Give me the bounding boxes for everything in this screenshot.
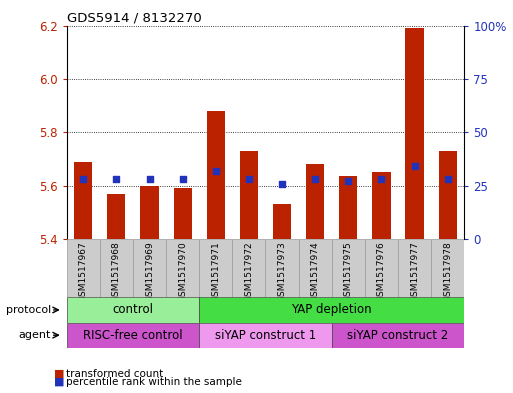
Text: RISC-free control: RISC-free control bbox=[83, 329, 183, 342]
Point bbox=[245, 176, 253, 182]
Bar bbox=[332, 323, 464, 348]
Text: GSM1517973: GSM1517973 bbox=[278, 241, 287, 302]
Bar bbox=[265, 239, 299, 298]
Text: GSM1517967: GSM1517967 bbox=[79, 241, 88, 302]
Bar bbox=[339, 176, 358, 239]
Point bbox=[444, 176, 452, 182]
Point bbox=[344, 178, 352, 185]
Point bbox=[212, 167, 220, 174]
Point bbox=[410, 163, 419, 170]
Text: ■: ■ bbox=[54, 369, 64, 379]
Bar bbox=[166, 239, 199, 298]
Text: GSM1517972: GSM1517972 bbox=[244, 241, 253, 302]
Bar bbox=[365, 239, 398, 298]
Bar bbox=[232, 239, 265, 298]
Text: GSM1517971: GSM1517971 bbox=[211, 241, 220, 302]
Bar bbox=[133, 239, 166, 298]
Bar bbox=[431, 239, 464, 298]
Bar bbox=[173, 188, 192, 239]
Bar bbox=[67, 298, 199, 323]
Bar bbox=[299, 239, 332, 298]
Point bbox=[79, 176, 87, 182]
Text: GSM1517977: GSM1517977 bbox=[410, 241, 419, 302]
Point bbox=[179, 176, 187, 182]
Text: GSM1517970: GSM1517970 bbox=[178, 241, 187, 302]
Bar bbox=[199, 239, 232, 298]
Bar bbox=[199, 323, 332, 348]
Text: GDS5914 / 8132270: GDS5914 / 8132270 bbox=[67, 11, 202, 24]
Text: siYAP construct 2: siYAP construct 2 bbox=[347, 329, 449, 342]
Text: control: control bbox=[112, 303, 153, 316]
Text: protocol: protocol bbox=[6, 305, 51, 315]
Bar bbox=[74, 162, 92, 239]
Text: agent: agent bbox=[18, 330, 51, 340]
Bar bbox=[199, 298, 464, 323]
Bar bbox=[141, 186, 159, 239]
Point bbox=[112, 176, 121, 182]
Text: GSM1517974: GSM1517974 bbox=[311, 241, 320, 302]
Text: GSM1517969: GSM1517969 bbox=[145, 241, 154, 302]
Point bbox=[311, 176, 319, 182]
Bar bbox=[439, 151, 457, 239]
Text: ■: ■ bbox=[54, 377, 64, 387]
Bar bbox=[67, 323, 199, 348]
Text: GSM1517968: GSM1517968 bbox=[112, 241, 121, 302]
Bar bbox=[273, 204, 291, 239]
Text: YAP depletion: YAP depletion bbox=[291, 303, 372, 316]
Bar bbox=[332, 239, 365, 298]
Text: GSM1517978: GSM1517978 bbox=[443, 241, 452, 302]
Bar bbox=[398, 239, 431, 298]
Bar bbox=[67, 239, 100, 298]
Text: siYAP construct 1: siYAP construct 1 bbox=[215, 329, 316, 342]
Text: GSM1517976: GSM1517976 bbox=[377, 241, 386, 302]
Text: percentile rank within the sample: percentile rank within the sample bbox=[66, 377, 242, 387]
Point bbox=[278, 180, 286, 187]
Text: transformed count: transformed count bbox=[66, 369, 163, 379]
Bar bbox=[306, 164, 324, 239]
Bar bbox=[240, 151, 258, 239]
Bar bbox=[207, 111, 225, 239]
Bar bbox=[107, 194, 126, 239]
Bar bbox=[100, 239, 133, 298]
Point bbox=[145, 176, 153, 182]
Point bbox=[378, 176, 386, 182]
Bar bbox=[372, 173, 390, 239]
Text: GSM1517975: GSM1517975 bbox=[344, 241, 353, 302]
Bar bbox=[405, 28, 424, 239]
